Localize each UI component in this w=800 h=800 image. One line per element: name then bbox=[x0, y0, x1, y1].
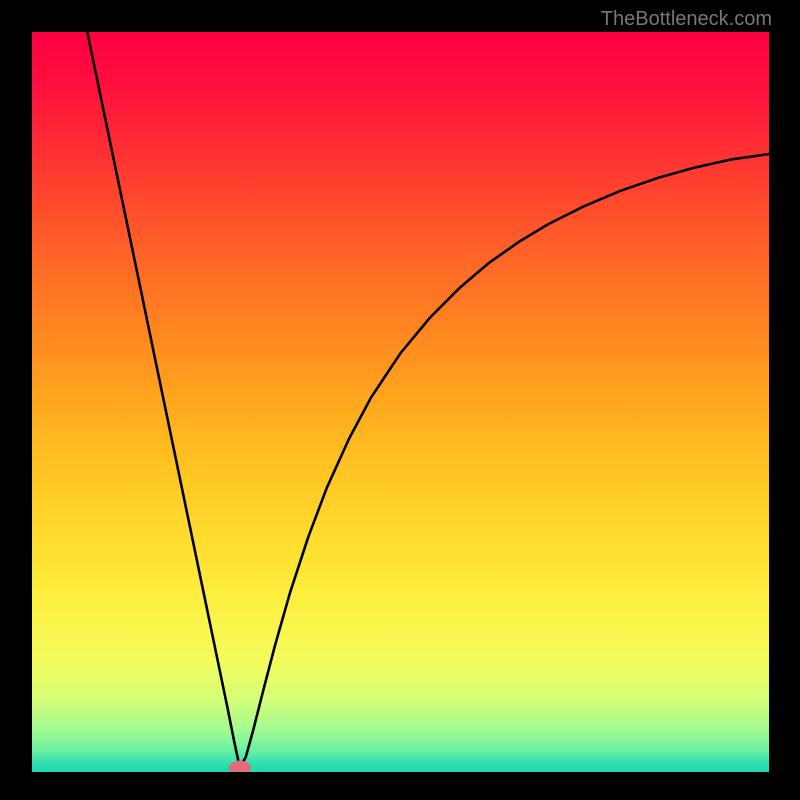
source-watermark: TheBottleneck.com bbox=[601, 8, 772, 31]
minimum-marker bbox=[229, 761, 251, 772]
plot-area bbox=[32, 32, 769, 772]
figure-container: TheBottleneck.com bbox=[0, 0, 800, 800]
bottleneck-curve bbox=[87, 32, 769, 768]
chart-svg bbox=[32, 32, 769, 772]
